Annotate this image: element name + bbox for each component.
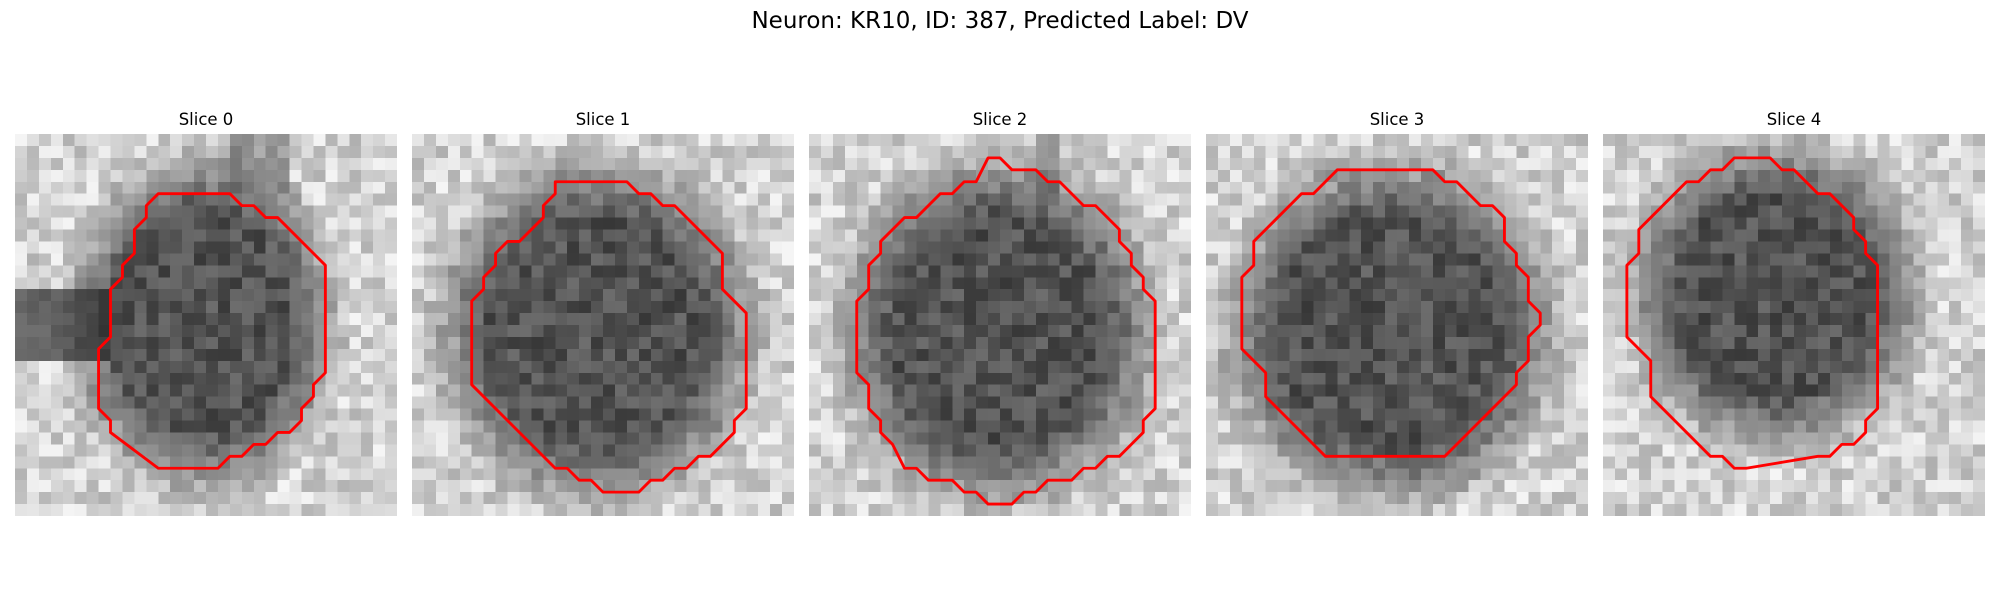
neuron-contour: [1240, 168, 1542, 458]
slice-title: Slice 4: [1766, 110, 1822, 129]
neuron-contour: [855, 156, 1157, 506]
slice-title: Slice 1: [575, 110, 631, 129]
slice-title: Slice 3: [1369, 110, 1425, 129]
slice-image: [1206, 134, 1588, 516]
neuron-contour: [1625, 156, 1879, 470]
slice-image: [809, 134, 1191, 516]
slice-title: Slice 0: [178, 110, 234, 129]
neuron-contour: [97, 192, 327, 470]
slice-image: [15, 134, 397, 516]
slice-image: [412, 134, 794, 516]
slice-image: [1603, 134, 1985, 516]
figure-title: Neuron: KR10, ID: 387, Predicted Label: …: [751, 8, 1249, 34]
slice-title: Slice 2: [972, 110, 1028, 129]
neuron-contour: [470, 180, 748, 494]
